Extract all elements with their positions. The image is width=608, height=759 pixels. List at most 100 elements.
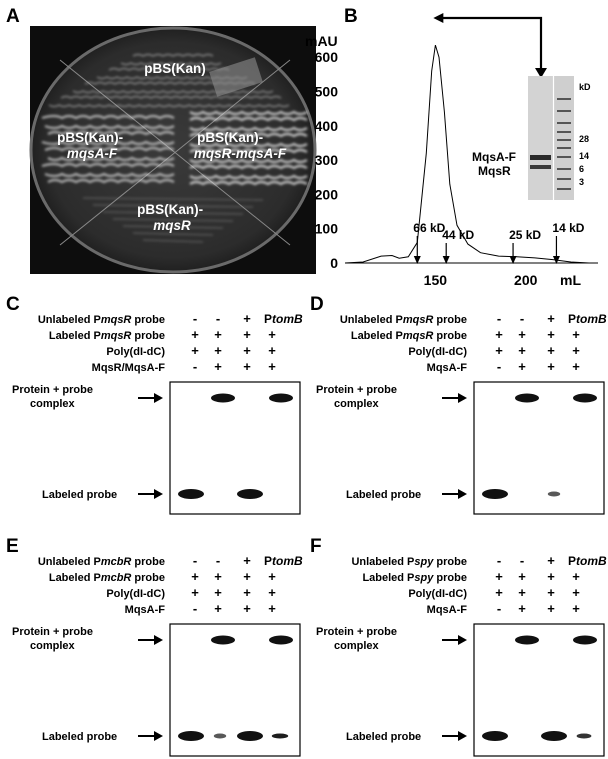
streak [112, 218, 234, 222]
probe-band [576, 733, 592, 739]
complex-band [211, 635, 235, 645]
y-tick-label: 600 [315, 49, 339, 65]
condition-label: Labeled PmqsR probe [49, 330, 165, 342]
complex-arrowhead [154, 393, 163, 403]
condition-gene: mqsR [101, 314, 132, 326]
condition-symbol: + [214, 601, 222, 616]
streak [47, 130, 175, 136]
complex-band [211, 393, 235, 403]
probe-arrowhead [458, 489, 467, 499]
probe-band [237, 731, 263, 741]
condition-label: Labeled PmcbR probe [49, 572, 165, 584]
probe-band [178, 489, 204, 499]
condition-symbol: - [520, 553, 524, 568]
condition-symbol: + [268, 585, 276, 600]
x-tick-label: 200 [514, 272, 538, 288]
complex-band [269, 635, 293, 645]
condition-symbol: + [243, 359, 251, 374]
gel-band-mqsr [530, 165, 551, 169]
ladder-band [557, 110, 571, 112]
mw-marker-label: 25 kD [509, 228, 541, 242]
mw-marker-arrowhead [413, 256, 421, 264]
streak [47, 178, 175, 184]
condition-symbol: + [547, 585, 555, 600]
streak [60, 95, 282, 99]
x-unit-label: mL [560, 272, 581, 288]
condition-label: Unlabeled PmqsR probe [38, 314, 165, 326]
condition-text: MqsA-F [427, 362, 468, 374]
sector-label-left: pBS(Kan)- mqsA-F [57, 130, 127, 161]
probe-band [482, 731, 508, 741]
condition-text: probe [433, 556, 467, 568]
x-tick-label: 150 [424, 272, 448, 288]
competitor-label: PtomB [264, 554, 303, 568]
ladder-band [557, 98, 571, 100]
panel-label: C [6, 294, 20, 315]
condition-text: probe [433, 572, 467, 584]
y-tick-label: 100 [315, 221, 339, 237]
condition-symbol: - [193, 311, 197, 326]
condition-text: Poly(dI-dC) [106, 588, 165, 600]
condition-text: probe [433, 330, 467, 342]
probe-band [213, 733, 227, 739]
condition-label: MqsA-F [427, 604, 468, 616]
y-tick-label: 400 [315, 118, 339, 134]
condition-text: probe [131, 556, 165, 568]
streak [189, 164, 308, 170]
condition-symbol: + [518, 569, 526, 584]
complex-label-line: complex [334, 640, 380, 652]
peak-arrow-head [535, 68, 547, 78]
condition-symbol: + [572, 569, 580, 584]
streak [132, 232, 214, 236]
condition-symbol: + [547, 311, 555, 326]
streak [44, 124, 175, 130]
condition-symbol: + [214, 359, 222, 374]
divider-line [59, 59, 291, 246]
condition-symbol: + [268, 359, 276, 374]
condition-symbol: + [268, 327, 276, 342]
condition-symbol: + [518, 601, 526, 616]
sector-line: pBS(Kan)- [197, 130, 263, 145]
condition-label: Unlabeled Pspy probe [351, 556, 467, 568]
condition-symbol: + [495, 327, 503, 342]
condition-label: MqsA-F [427, 362, 468, 374]
chromatogram-chart: mAU 0 100 200 300 400 500 600 150 200 mL 66 kD4… [305, 13, 598, 288]
condition-symbol: + [214, 585, 222, 600]
complex-label-line: Protein + probe [12, 626, 93, 638]
complex-band [515, 393, 539, 403]
condition-symbol: + [495, 569, 503, 584]
ladder-label: 14 [579, 151, 589, 161]
condition-label: MqsR/MqsA-F [92, 362, 166, 374]
streak [108, 67, 230, 71]
competitor-label: PtomB [568, 312, 607, 326]
petri-plate: pBS(Kan) pBS(Kan)- mqsA-F pBS(Kan)- mqsR… [29, 26, 317, 274]
condition-gene: mqsR [403, 314, 434, 326]
condition-symbol: + [495, 585, 503, 600]
condition-symbol: - [497, 359, 501, 374]
condition-text: probe [433, 314, 467, 326]
y-tick-label: 0 [330, 255, 338, 271]
condition-text: Labeled P [351, 330, 403, 342]
streak [102, 211, 244, 215]
plate-label-sticker [209, 57, 263, 97]
probe-label: Labeled probe [346, 489, 421, 501]
condition-symbol: + [214, 343, 222, 358]
gel-ladder-bands [557, 98, 571, 190]
streak [72, 90, 274, 94]
streak [189, 110, 308, 116]
streak [44, 146, 175, 152]
condition-symbol: - [520, 311, 524, 326]
probe-label: Labeled probe [42, 731, 117, 743]
ladder-band [557, 147, 571, 149]
condition-symbol: + [572, 585, 580, 600]
series-line [344, 44, 590, 264]
condition-label: Labeled Pspy probe [362, 572, 467, 584]
ladder-band [557, 168, 571, 170]
condition-symbol: + [268, 601, 276, 616]
streak [189, 116, 308, 122]
condition-text: MqsR/MqsA-F [92, 362, 166, 374]
competitor-text: P [568, 554, 576, 568]
condition-symbol: - [193, 359, 197, 374]
